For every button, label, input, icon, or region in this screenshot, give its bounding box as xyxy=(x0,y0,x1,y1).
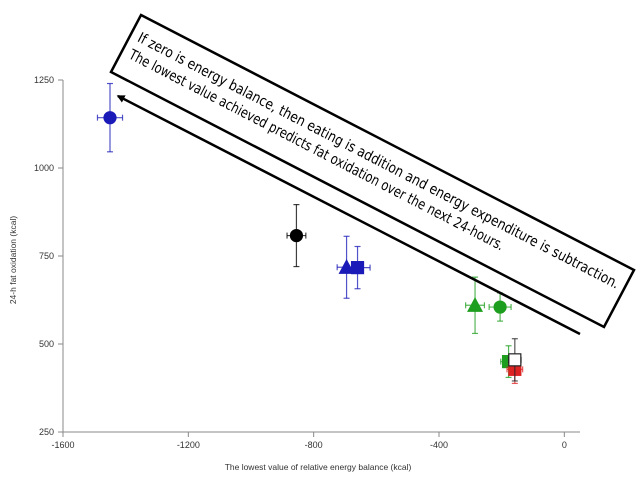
x-axis-title: The lowest value of relative energy bala… xyxy=(225,462,412,472)
point-marker xyxy=(467,297,484,312)
point-marker xyxy=(103,111,117,125)
x-tick-label: 0 xyxy=(562,440,567,450)
y-tick-label: 250 xyxy=(39,427,54,437)
data-points xyxy=(96,82,524,385)
y-tick-label: 1250 xyxy=(34,75,54,85)
x-tick-label: -400 xyxy=(430,440,448,450)
x-axis-ticks: -1600 -1200 -800 -400 0 xyxy=(51,432,567,450)
data-point-circle xyxy=(96,82,124,153)
y-tick-label: 1000 xyxy=(34,163,54,173)
x-tick-label: -1200 xyxy=(177,440,200,450)
y-tick-label: 500 xyxy=(39,339,54,349)
y-axis-title: 24-h fat oxidation (kcal) xyxy=(8,216,18,305)
data-point-triangle xyxy=(465,276,486,335)
data-point-square xyxy=(507,338,522,382)
point-marker xyxy=(493,300,507,314)
callout-box xyxy=(109,13,636,329)
callout-arrow xyxy=(116,94,581,336)
x-tick-label: -800 xyxy=(305,440,323,450)
x-tick-label: -1600 xyxy=(51,440,74,450)
data-point-square xyxy=(344,245,371,290)
callout-line-2: The lowest value achieved predicts fat o… xyxy=(125,47,506,255)
point-marker xyxy=(508,353,522,367)
y-axis-ticks: 250 500 750 1000 1250 xyxy=(34,75,63,437)
y-tick-label: 750 xyxy=(39,251,54,261)
data-point-circle xyxy=(286,204,307,268)
data-point-circle xyxy=(488,292,512,322)
point-marker xyxy=(289,228,304,243)
point-marker xyxy=(350,261,365,275)
point-marker xyxy=(338,258,355,274)
